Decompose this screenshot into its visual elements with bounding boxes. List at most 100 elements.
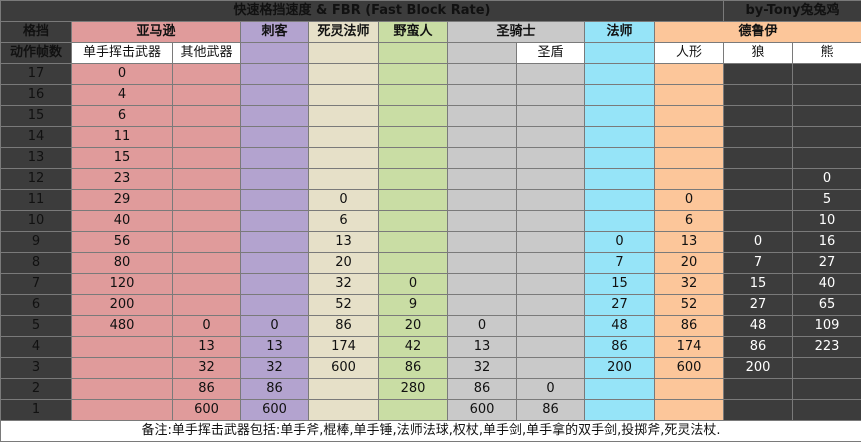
- header-row-2: 动作帧数 单手挥击武器 其他武器 圣盾 人形 狼 熊: [0, 42, 861, 64]
- sub-header-necromancer: [308, 42, 379, 64]
- cell-assassin: 0: [240, 315, 309, 337]
- cell-assassin: [240, 105, 309, 127]
- cell-druid-wolf: [723, 210, 793, 232]
- cell-amazon-one-hand-swing: 6: [71, 105, 173, 127]
- cell-druid-human: 32: [654, 273, 724, 295]
- cell-amazon-one-hand-swing: 29: [71, 189, 173, 211]
- cell-barbarian: [378, 189, 448, 211]
- sub-header-amazon-other: 其他武器: [172, 42, 241, 64]
- cell-necromancer: [308, 168, 379, 190]
- cell-sorceress: 15: [584, 273, 655, 295]
- cell-assassin: [240, 252, 309, 274]
- cell-necromancer: 0: [308, 189, 379, 211]
- frame-count: 13: [0, 147, 72, 169]
- cell-assassin: [240, 63, 309, 85]
- cell-barbarian: [378, 252, 448, 274]
- cell-amazon-one-hand-swing: [71, 357, 173, 379]
- cell-amazon-other: [172, 126, 241, 148]
- cell-amazon-one-hand-swing: 480: [71, 315, 173, 337]
- cell-paladin: [447, 189, 517, 211]
- sub-header-amazon-one-hand-swing: 单手挥击武器: [71, 42, 173, 64]
- cell-assassin: 86: [240, 378, 309, 400]
- cell-necromancer: [308, 63, 379, 85]
- cell-druid-human: 20: [654, 252, 724, 274]
- cell-paladin: [447, 273, 517, 295]
- cell-barbarian: [378, 126, 448, 148]
- cell-sorceress: [584, 147, 655, 169]
- cell-druid-bear: [791, 147, 861, 169]
- class-header-necromancer: 死灵法师: [308, 21, 379, 43]
- cell-paladin: [447, 105, 517, 127]
- cell-druid-wolf: 15: [723, 273, 793, 295]
- cell-druid-bear: 5: [791, 189, 861, 211]
- header-row-1: 格挡 亚马逊 刺客 死灵法师 野蛮人 圣骑士 法师 德鲁伊: [0, 21, 861, 43]
- table-row: 7 120 32 0 15 32 15 40: [0, 273, 861, 295]
- table-row: 12 23 0: [0, 168, 861, 190]
- class-header-paladin: 圣骑士: [447, 21, 585, 43]
- cell-amazon-one-hand-swing: [71, 378, 173, 400]
- cell-druid-human: [654, 84, 724, 106]
- cell-paladin-holy-shield: [516, 273, 585, 295]
- class-header-amazon: 亚马逊: [71, 21, 241, 43]
- cell-amazon-other: [172, 231, 241, 253]
- cell-paladin: [447, 231, 517, 253]
- cell-barbarian: 20: [378, 315, 448, 337]
- cell-assassin: 32: [240, 357, 309, 379]
- cell-paladin: [447, 252, 517, 274]
- cell-assassin: [240, 147, 309, 169]
- cell-paladin-holy-shield: [516, 357, 585, 379]
- cell-assassin: [240, 294, 309, 316]
- table-row: 6 200 52 9 27 52 27 65: [0, 294, 861, 316]
- cell-paladin: 13: [447, 336, 517, 358]
- cell-amazon-other: [172, 294, 241, 316]
- cell-amazon-other: [172, 189, 241, 211]
- cell-druid-bear: [791, 378, 861, 400]
- table-row: 1 600 600 600 86: [0, 399, 861, 421]
- frame-count: 6: [0, 294, 72, 316]
- cell-druid-bear: [791, 105, 861, 127]
- cell-sorceress: 48: [584, 315, 655, 337]
- cell-druid-human: [654, 399, 724, 421]
- table-row: 8 80 20 7 20 7 27: [0, 252, 861, 274]
- cell-druid-wolf: 0: [723, 231, 793, 253]
- cell-necromancer: 6: [308, 210, 379, 232]
- cell-paladin: [447, 210, 517, 232]
- cell-necromancer: 52: [308, 294, 379, 316]
- cell-sorceress: 86: [584, 336, 655, 358]
- class-header-barbarian: 野蛮人: [378, 21, 448, 43]
- cell-druid-wolf: 48: [723, 315, 793, 337]
- cell-amazon-one-hand-swing: 15: [71, 147, 173, 169]
- cell-barbarian: [378, 168, 448, 190]
- cell-necromancer: [308, 105, 379, 127]
- frame-count: 8: [0, 252, 72, 274]
- table-row: 13 15: [0, 147, 861, 169]
- cell-paladin: [447, 147, 517, 169]
- cell-paladin: [447, 126, 517, 148]
- cell-druid-bear: [791, 126, 861, 148]
- table-row: 17 0: [0, 63, 861, 85]
- frame-count: 15: [0, 105, 72, 127]
- cell-druid-wolf: [723, 63, 793, 85]
- cell-druid-human: [654, 378, 724, 400]
- cell-amazon-other: 86: [172, 378, 241, 400]
- cell-druid-human: 86: [654, 315, 724, 337]
- cell-paladin: 32: [447, 357, 517, 379]
- table-row: 10 40 6 6 10: [0, 210, 861, 232]
- cell-barbarian: 42: [378, 336, 448, 358]
- sub-header-paladin-holy-shield: 圣盾: [516, 42, 585, 64]
- footnote: 备注:单手挥击武器包括:单手斧,棍棒,单手锤,法师法球,权杖,单手剑,单手拿的双…: [0, 420, 861, 442]
- cell-amazon-other: [172, 63, 241, 85]
- cell-druid-wolf: [723, 105, 793, 127]
- cell-paladin-holy-shield: 0: [516, 378, 585, 400]
- note-row: 备注:单手挥击武器包括:单手斧,棍棒,单手锤,法师法球,权杖,单手剑,单手拿的双…: [0, 420, 861, 442]
- cell-necromancer: 13: [308, 231, 379, 253]
- frames-header-top: 格挡: [0, 21, 72, 43]
- cell-sorceress: 27: [584, 294, 655, 316]
- cell-paladin: [447, 63, 517, 85]
- cell-necromancer: [308, 399, 379, 421]
- cell-druid-bear: [791, 63, 861, 85]
- cell-druid-human: 0: [654, 189, 724, 211]
- cell-barbarian: 86: [378, 357, 448, 379]
- cell-paladin-holy-shield: [516, 231, 585, 253]
- title-row: 快速格挡速度 & FBR (Fast Block Rate) by-Tony兔兔…: [0, 0, 861, 22]
